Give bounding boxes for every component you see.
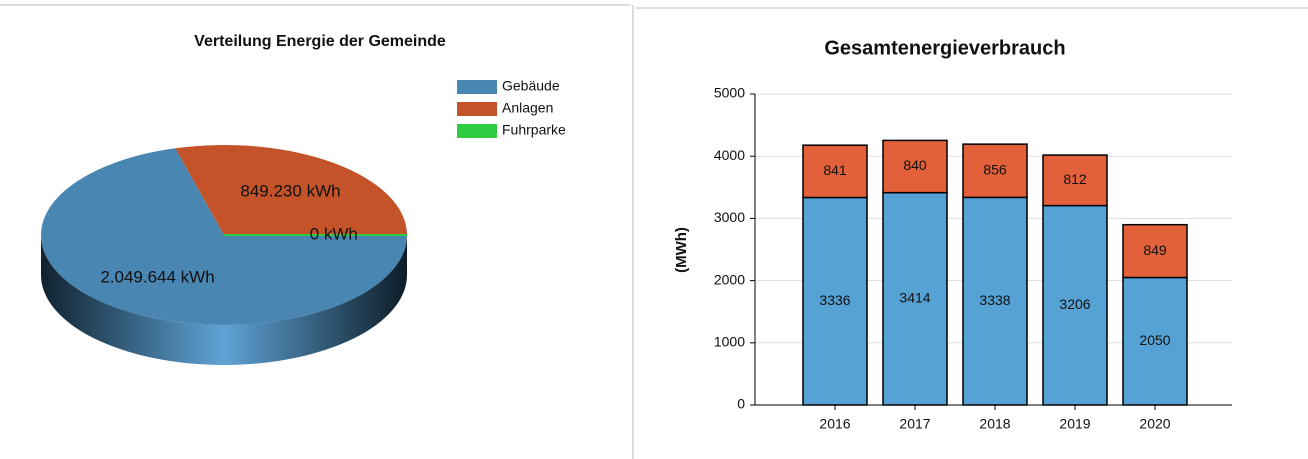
pie-slice xyxy=(175,145,407,235)
legend-label: Fuhrparke xyxy=(502,122,566,138)
bar-value-label: 812 xyxy=(1063,171,1087,187)
pie-slice xyxy=(40,148,408,325)
y-tick-label: 3000 xyxy=(714,209,745,225)
bar-segment xyxy=(882,139,948,194)
bar-segment xyxy=(962,143,1028,199)
bar-value-label: 2050 xyxy=(1139,332,1170,348)
legend-swatch xyxy=(457,102,497,116)
pie-value-label: 2.049.644 kWh xyxy=(100,267,214,286)
bar-value-label: 3206 xyxy=(1059,296,1090,312)
pie-title: Verteilung Energie der Gemeinde xyxy=(194,33,446,50)
bar-value-label: 840 xyxy=(903,157,927,173)
bar-value-label: 856 xyxy=(983,161,1007,177)
y-tick-label: 4000 xyxy=(714,147,745,163)
bar-segment xyxy=(882,191,948,406)
bar-segment xyxy=(962,196,1028,406)
bar-segment xyxy=(1042,204,1108,406)
pie-value-label: 0 kWh xyxy=(310,224,358,243)
x-tick-label: 2020 xyxy=(1139,416,1170,432)
bar-value-label: 3336 xyxy=(819,292,850,308)
bar-segment xyxy=(1122,276,1188,406)
legend-label: Gebäude xyxy=(502,78,560,94)
bar-value-label: 3414 xyxy=(899,290,930,306)
y-tick-label: 2000 xyxy=(714,271,745,287)
y-axis-label: (MWh) xyxy=(673,227,690,273)
bar-value-label: 3338 xyxy=(979,292,1010,308)
legend-swatch xyxy=(457,124,497,138)
x-tick-label: 2017 xyxy=(899,416,930,432)
bar-value-label: 849 xyxy=(1143,242,1167,258)
legend-label: Anlagen xyxy=(502,100,553,116)
x-tick-label: 2016 xyxy=(819,416,850,432)
x-tick-label: 2019 xyxy=(1059,416,1090,432)
y-tick-label: 1000 xyxy=(714,334,745,350)
bar-title: Gesamtenergieverbrauch xyxy=(824,37,1065,59)
x-tick-label: 2018 xyxy=(979,416,1010,432)
y-tick-label: 5000 xyxy=(714,85,745,101)
legend-swatch xyxy=(457,80,497,94)
bar-segment xyxy=(1042,154,1108,207)
bar-segment xyxy=(1122,223,1188,279)
pie-value-label: 849.230 kWh xyxy=(240,182,340,201)
y-tick-label: 0 xyxy=(737,396,745,412)
bar-value-label: 841 xyxy=(823,162,847,178)
bar-segment xyxy=(802,144,868,199)
bar-segment xyxy=(802,196,868,406)
pie-side xyxy=(41,235,407,365)
